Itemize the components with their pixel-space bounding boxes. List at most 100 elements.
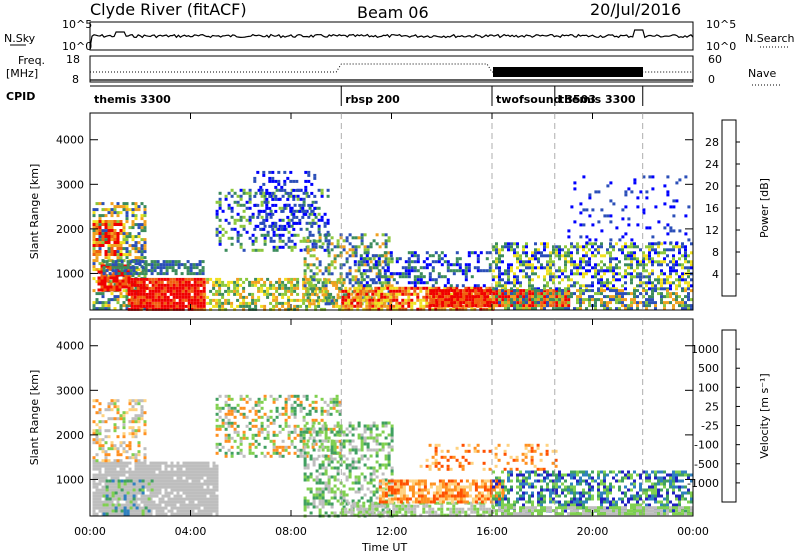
heatmap-cell bbox=[355, 248, 358, 251]
heatmap-cell bbox=[262, 210, 265, 213]
heatmap-cell bbox=[630, 301, 633, 304]
heatmap-cell bbox=[138, 205, 141, 208]
heatmap-cell bbox=[283, 171, 286, 174]
heatmap-cell bbox=[216, 428, 219, 431]
heatmap-cell bbox=[368, 299, 371, 302]
heatmap-cell bbox=[618, 272, 621, 275]
heatmap-cell bbox=[234, 219, 237, 222]
heatmap-cell bbox=[591, 266, 594, 269]
heatmap-cell bbox=[633, 275, 636, 278]
heatmap-cell bbox=[96, 220, 99, 223]
heatmap-cell bbox=[130, 260, 133, 263]
heatmap-cell bbox=[327, 410, 330, 413]
heatmap-cell bbox=[168, 492, 171, 495]
nsky-strip: N.Sky 10^5 10^0 10^5 10^0 N.Search bbox=[4, 18, 795, 53]
heatmap-cell bbox=[137, 299, 140, 302]
heatmap-cell bbox=[429, 254, 432, 257]
heatmap-cell bbox=[513, 254, 516, 257]
heatmap-cell bbox=[612, 298, 615, 301]
heatmap-cell bbox=[129, 402, 132, 405]
heatmap-cell bbox=[270, 455, 273, 458]
heatmap-cell bbox=[259, 222, 262, 225]
heatmap-cell bbox=[120, 247, 123, 250]
heatmap-cell bbox=[96, 256, 99, 259]
heatmap-cell bbox=[174, 501, 177, 504]
heatmap-cell bbox=[120, 492, 123, 495]
heatmap-cell bbox=[120, 205, 123, 208]
heatmap-cell bbox=[119, 286, 122, 289]
heatmap-cell bbox=[108, 465, 111, 468]
heatmap-cell bbox=[144, 429, 147, 432]
heatmap-cell bbox=[407, 299, 410, 302]
heatmap-cell bbox=[325, 233, 328, 236]
heatmap-cell bbox=[549, 272, 552, 275]
heatmap-cell bbox=[447, 269, 450, 272]
heatmap-cell bbox=[131, 284, 134, 287]
heatmap-cell bbox=[248, 293, 251, 296]
heatmap-cell bbox=[603, 263, 606, 266]
heatmap-cell bbox=[274, 210, 277, 213]
heatmap-cell bbox=[480, 301, 483, 304]
heatmap-cell bbox=[633, 289, 636, 292]
heatmap-cell bbox=[231, 195, 234, 198]
heatmap-cell bbox=[168, 477, 171, 480]
heatmap-cell bbox=[155, 299, 158, 302]
heatmap-cell bbox=[141, 405, 144, 408]
heatmap-cell bbox=[195, 480, 198, 483]
heatmap-cell bbox=[127, 266, 130, 269]
heatmap-cell bbox=[546, 272, 549, 275]
heatmap-cell bbox=[630, 238, 633, 241]
heatmap-cell bbox=[179, 278, 182, 281]
heatmap-cell bbox=[130, 507, 133, 510]
heatmap-cell bbox=[325, 302, 328, 305]
heatmap-cell bbox=[687, 266, 690, 269]
heatmap-cell bbox=[675, 292, 678, 295]
heatmap-cell bbox=[153, 492, 156, 495]
heatmap-cell bbox=[419, 305, 422, 308]
heatmap-cell bbox=[391, 260, 394, 263]
heatmap-cell bbox=[648, 301, 651, 304]
heatmap-cell bbox=[126, 256, 129, 259]
heatmap-cell bbox=[133, 266, 136, 269]
heatmap-cell bbox=[183, 498, 186, 501]
heatmap-cell bbox=[144, 244, 147, 247]
heatmap-cell bbox=[314, 290, 317, 293]
heatmap-cell bbox=[325, 239, 328, 242]
heatmap-cell bbox=[618, 266, 621, 269]
heatmap-cell bbox=[519, 263, 522, 266]
heatmap-cell bbox=[161, 305, 164, 308]
heatmap-cell bbox=[259, 186, 262, 189]
heatmap-cell bbox=[288, 398, 291, 401]
heatmap-cell bbox=[528, 287, 531, 290]
heatmap-cell bbox=[292, 195, 295, 198]
heatmap-cell bbox=[311, 293, 314, 296]
heatmap-cell bbox=[102, 202, 105, 205]
heatmap-cell bbox=[143, 284, 146, 287]
heatmap-cell bbox=[459, 292, 462, 295]
heatmap-cell bbox=[93, 513, 96, 516]
heatmap-cell bbox=[138, 399, 141, 402]
heatmap-cell bbox=[192, 471, 195, 474]
heatmap-cell bbox=[408, 266, 411, 269]
heatmap-cell bbox=[410, 293, 413, 296]
heatmap-cell bbox=[192, 507, 195, 510]
heatmap-cell bbox=[207, 492, 210, 495]
heatmap-cell bbox=[306, 192, 309, 195]
heatmap-cell bbox=[153, 471, 156, 474]
heatmap-cell bbox=[663, 184, 666, 187]
heatmap-cell bbox=[307, 248, 310, 251]
heatmap-cell bbox=[313, 195, 316, 198]
heatmap-cell bbox=[195, 492, 198, 495]
nsky-label: N.Sky bbox=[4, 32, 36, 45]
heatmap-cell bbox=[185, 278, 188, 281]
heatmap-cell bbox=[324, 222, 327, 225]
heatmap-cell bbox=[114, 471, 117, 474]
heatmap-cell bbox=[480, 289, 483, 292]
heatmap-cell bbox=[216, 213, 219, 216]
heatmap-cell bbox=[255, 440, 258, 443]
heatmap-cell bbox=[163, 272, 166, 275]
heatmap-cell bbox=[117, 238, 120, 241]
heatmap-cell bbox=[328, 299, 331, 302]
heatmap-cell bbox=[504, 295, 507, 298]
heatmap-cell bbox=[218, 284, 221, 287]
